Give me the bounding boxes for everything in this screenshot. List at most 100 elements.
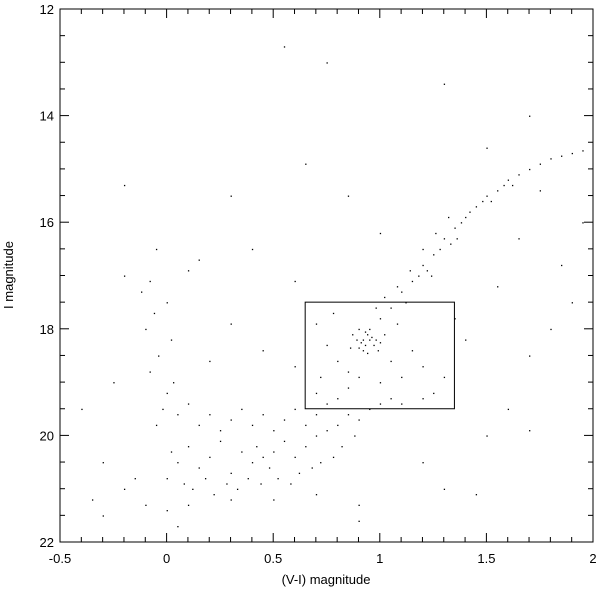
data-point — [358, 347, 360, 349]
x-tick-label: 1 — [376, 551, 383, 566]
data-point — [405, 302, 407, 304]
data-point — [379, 403, 382, 405]
data-point — [283, 46, 286, 48]
data-point — [486, 195, 488, 197]
data-point — [550, 328, 552, 331]
data-point — [401, 376, 403, 379]
data-point — [377, 350, 379, 352]
data-point — [315, 414, 318, 416]
data-point — [369, 339, 371, 341]
data-point — [230, 472, 232, 475]
data-point — [422, 248, 424, 251]
data-point — [170, 339, 173, 341]
x-tick-label: -0.5 — [49, 551, 71, 566]
data-point — [358, 520, 360, 522]
data-point — [294, 366, 296, 368]
data-point — [166, 478, 168, 480]
data-point — [422, 366, 424, 368]
data-point — [166, 510, 168, 512]
data-point — [192, 488, 194, 490]
data-point — [529, 115, 531, 117]
data-point — [183, 483, 185, 485]
y-tick-label: 16 — [40, 215, 54, 230]
data-point — [497, 286, 499, 288]
data-point — [305, 424, 307, 427]
data-point — [326, 62, 328, 64]
data-point — [426, 270, 429, 272]
data-point — [149, 371, 151, 373]
x-tick-label: 0 — [163, 551, 170, 566]
data-point — [337, 360, 339, 363]
data-point — [311, 467, 313, 469]
points-layer — [81, 46, 584, 528]
data-point — [260, 483, 262, 485]
y-tick-label: 14 — [40, 109, 54, 124]
data-point — [320, 376, 322, 379]
data-point — [571, 302, 573, 304]
data-point — [209, 414, 211, 416]
data-point — [230, 499, 232, 501]
data-point — [358, 504, 360, 506]
data-point — [539, 163, 541, 165]
y-axis-title: I magnitude — [1, 241, 16, 309]
data-point — [268, 467, 271, 469]
data-point — [347, 371, 350, 373]
data-point — [511, 184, 514, 187]
data-point — [187, 403, 190, 405]
data-point — [113, 382, 115, 384]
data-point — [315, 392, 318, 395]
data-point — [358, 328, 360, 331]
data-point — [236, 488, 239, 490]
data-point — [450, 243, 452, 245]
data-point — [356, 339, 358, 341]
data-point — [153, 312, 156, 315]
ticks-layer — [59, 8, 594, 543]
data-point — [347, 195, 350, 197]
data-point — [213, 494, 215, 496]
data-point — [507, 179, 510, 181]
data-point — [166, 392, 168, 395]
data-point — [326, 430, 328, 432]
data-point — [187, 270, 190, 272]
data-point — [247, 478, 249, 480]
data-point — [326, 403, 328, 405]
data-point — [422, 462, 424, 464]
data-point — [102, 515, 104, 517]
data-point — [482, 200, 484, 203]
annotation-box — [304, 301, 455, 410]
data-point — [315, 323, 318, 325]
data-point — [155, 248, 158, 251]
data-point — [486, 435, 488, 437]
x-tick-label: 1.5 — [477, 551, 495, 566]
data-point — [367, 334, 369, 336]
data-point — [198, 259, 200, 261]
data-point — [198, 467, 200, 469]
data-point — [433, 392, 435, 395]
data-point — [219, 440, 222, 443]
data-point — [158, 355, 160, 357]
data-point — [149, 280, 151, 283]
data-point — [465, 339, 467, 341]
data-point — [315, 494, 318, 496]
data-point — [409, 270, 411, 272]
data-point — [241, 451, 243, 453]
y-tick-label: 22 — [40, 535, 54, 550]
data-point — [469, 211, 471, 213]
data-point — [456, 238, 458, 240]
data-point — [561, 155, 563, 157]
data-point — [371, 336, 373, 339]
data-point — [294, 280, 296, 283]
data-point — [273, 430, 275, 432]
data-point — [123, 184, 126, 187]
data-point — [443, 83, 446, 85]
data-point — [529, 355, 531, 357]
y-tick-label: 20 — [40, 428, 54, 443]
data-point — [375, 339, 377, 341]
data-point — [273, 451, 275, 453]
data-point — [379, 232, 382, 235]
data-point — [384, 334, 386, 336]
data-point — [162, 408, 164, 411]
data-point — [81, 408, 83, 411]
data-point — [354, 435, 356, 437]
